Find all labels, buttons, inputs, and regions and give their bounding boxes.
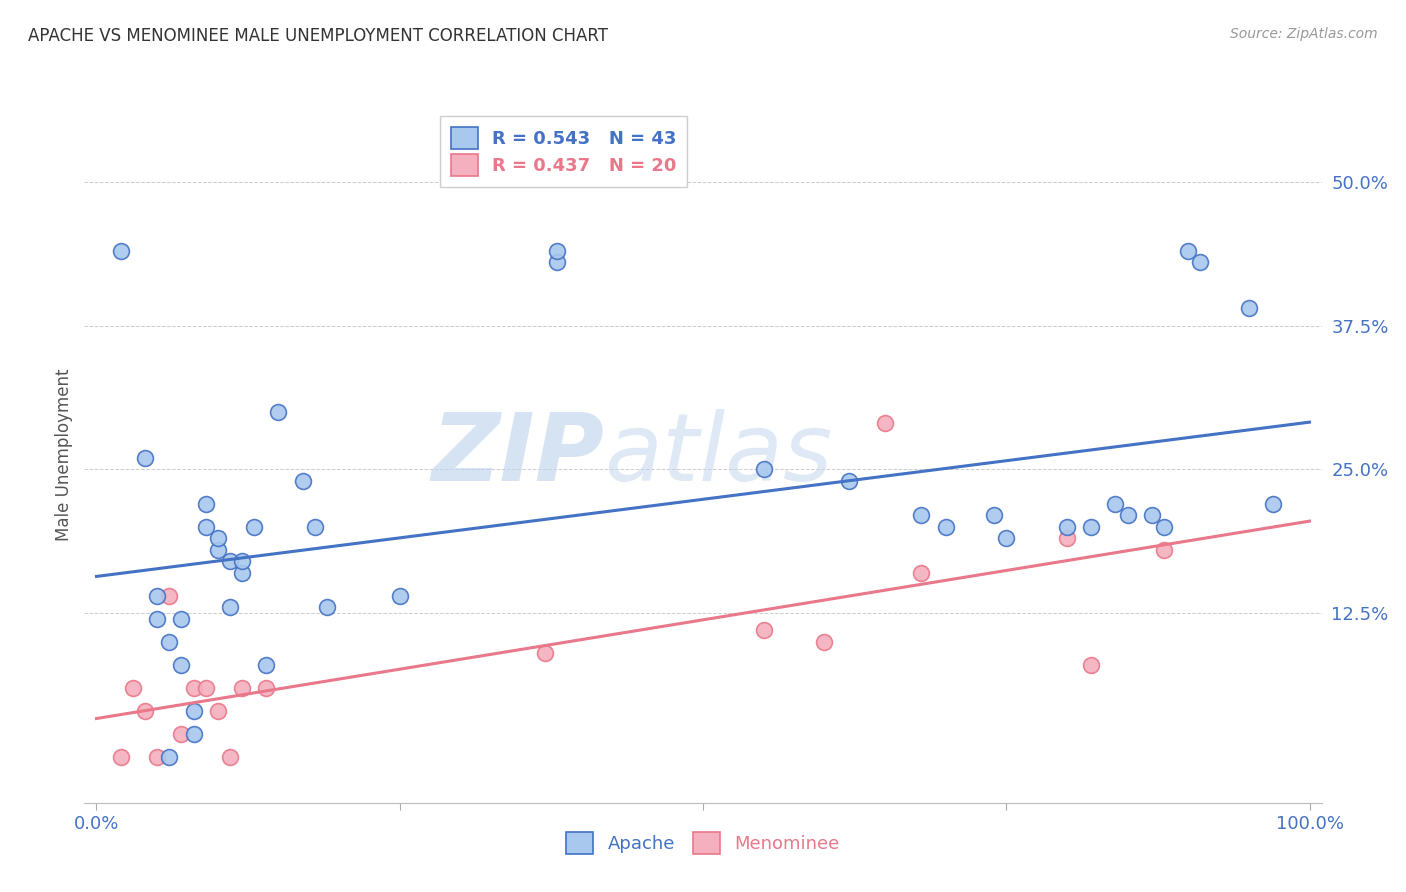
Point: [146, 749, 169, 764]
Text: atlas: atlas: [605, 409, 832, 500]
Point: [1153, 542, 1175, 557]
Point: [935, 520, 957, 534]
Point: [219, 600, 242, 615]
Text: Source: ZipAtlas.com: Source: ZipAtlas.com: [1230, 27, 1378, 41]
Point: [1116, 508, 1139, 523]
Point: [122, 681, 145, 695]
Point: [316, 600, 339, 615]
Point: [304, 520, 326, 534]
Text: APACHE VS MENOMINEE MALE UNEMPLOYMENT CORRELATION CHART: APACHE VS MENOMINEE MALE UNEMPLOYMENT CO…: [28, 27, 609, 45]
Point: [146, 589, 169, 603]
Point: [873, 417, 896, 431]
Point: [170, 657, 193, 672]
Point: [1056, 520, 1078, 534]
Point: [1080, 520, 1102, 534]
Point: [1177, 244, 1199, 258]
Point: [231, 566, 253, 580]
Point: [183, 727, 205, 741]
Text: ZIP: ZIP: [432, 409, 605, 501]
Point: [267, 405, 290, 419]
Point: [207, 704, 229, 718]
Point: [183, 681, 205, 695]
Point: [388, 589, 411, 603]
Point: [1056, 531, 1078, 545]
Point: [546, 255, 568, 269]
Point: [207, 542, 229, 557]
Point: [534, 646, 557, 660]
Point: [910, 566, 932, 580]
Point: [170, 612, 193, 626]
Y-axis label: Male Unemployment: Male Unemployment: [55, 368, 73, 541]
Point: [231, 681, 253, 695]
Point: [1140, 508, 1163, 523]
Point: [194, 681, 217, 695]
Point: [291, 474, 314, 488]
Point: [207, 531, 229, 545]
Point: [1104, 497, 1126, 511]
Point: [1261, 497, 1284, 511]
Point: [983, 508, 1005, 523]
Point: [1153, 520, 1175, 534]
Point: [254, 657, 277, 672]
Point: [254, 681, 277, 695]
Point: [995, 531, 1018, 545]
Point: [170, 727, 193, 741]
Point: [194, 497, 217, 511]
Point: [910, 508, 932, 523]
Point: [231, 554, 253, 568]
Point: [194, 520, 217, 534]
Point: [838, 474, 860, 488]
Point: [813, 635, 835, 649]
Point: [752, 462, 775, 476]
Point: [1237, 301, 1260, 316]
Point: [134, 450, 156, 465]
Point: [752, 624, 775, 638]
Point: [219, 554, 242, 568]
Point: [110, 749, 132, 764]
Legend: Apache, Menominee: Apache, Menominee: [557, 823, 849, 863]
Point: [157, 635, 180, 649]
Point: [134, 704, 156, 718]
Point: [110, 244, 132, 258]
Point: [146, 612, 169, 626]
Point: [157, 589, 180, 603]
Point: [183, 704, 205, 718]
Point: [546, 244, 568, 258]
Point: [1080, 657, 1102, 672]
Point: [243, 520, 266, 534]
Point: [219, 749, 242, 764]
Point: [157, 749, 180, 764]
Point: [1189, 255, 1212, 269]
